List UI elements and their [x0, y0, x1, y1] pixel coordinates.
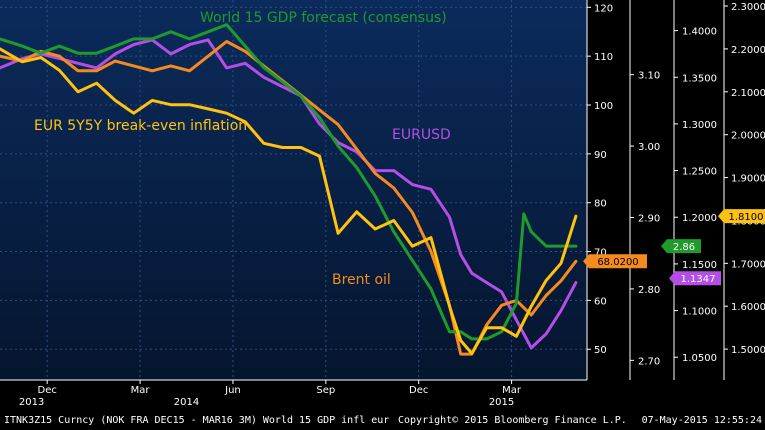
brent-tick-label: 110 — [594, 52, 613, 63]
brent-tick-label: 80 — [594, 199, 607, 210]
gdp-tick-label: 3.10 — [638, 71, 660, 82]
annotation-breakeven: EUR 5Y5Y break-even inflation — [34, 118, 247, 134]
badge-value-eurusd: 1.1347 — [681, 274, 716, 285]
badge-gdp: 2.86 — [661, 239, 701, 254]
breakeven-tick-label: 2.1000 — [731, 88, 765, 99]
gdp-tick-label: 3.00 — [638, 142, 660, 153]
gdp-tick-label: 2.90 — [638, 214, 660, 225]
badge-value-breakeven: 1.8100 — [729, 212, 764, 223]
eurusd-tick-label: 1.3000 — [682, 120, 717, 131]
badge-value-gdp: 2.86 — [673, 242, 695, 253]
badge-brent: 68.0200 — [583, 254, 647, 269]
x-year-label: 2015 — [489, 397, 514, 408]
last-value-badges: 1.1347 68.0200 2.86 1.8100 — [583, 209, 765, 286]
x-tick-label: Dec — [38, 385, 57, 396]
gridlines — [0, 0, 587, 380]
series-line-gdp — [0, 23, 578, 341]
axes: Dec Mar Jun Sep Dec Mar 2013 2014 2015 50 60 70 80 90… — [0, 0, 765, 408]
gdp-tick-label: 2.80 — [638, 285, 660, 296]
x-tick-label: Mar — [131, 385, 151, 396]
eurusd-tick-label: 1.4000 — [682, 27, 717, 38]
eurusd-tick-label: 1.2000 — [682, 213, 717, 224]
annotation-gdp: World 15 GDP forecast (consensus) — [200, 10, 447, 26]
badge-value-brent: 68.0200 — [597, 257, 638, 268]
plot-background — [0, 0, 587, 380]
breakeven-tick-label: 2.2000 — [731, 45, 765, 56]
x-tick-label: Mar — [502, 385, 522, 396]
footer-background — [0, 408, 765, 430]
footer-source: ITNK3Z15 Curncy (NOK FRA DEC15 - MAR16 3… — [4, 415, 389, 426]
x-tick-label: Jun — [224, 385, 241, 396]
eurusd-tick-label: 1.0500 — [682, 353, 717, 364]
badge-shape-brent — [583, 254, 647, 269]
footer-timestamp: 07-May-2015 12:55:24 — [642, 415, 762, 426]
annotation-brent: Brent oil — [332, 272, 391, 288]
badge-shape-eurusd — [669, 271, 721, 286]
badge-shape-breakeven — [718, 209, 765, 224]
brent-tick-label: 100 — [594, 101, 613, 112]
footer-copyright: Copyright© 2015 Bloomberg Finance L.P. — [398, 415, 627, 426]
breakeven-tick-label: 1.6000 — [731, 302, 765, 313]
badge-shape-gdp — [661, 239, 701, 254]
breakeven-tick-label: 2.3000 — [731, 2, 765, 13]
eurusd-tick-label: 1.1000 — [682, 307, 717, 318]
brent-tick-label: 70 — [594, 248, 607, 259]
axis-panel-background — [587, 0, 765, 380]
x-tick-label: Sep — [316, 385, 335, 396]
series-lines — [0, 23, 578, 356]
series-line-brent — [0, 40, 578, 356]
brent-tick-label: 90 — [594, 150, 607, 161]
brent-tick-label: 60 — [594, 296, 607, 307]
breakeven-tick-label: 1.9000 — [731, 174, 765, 185]
x-year-label: 2013 — [19, 397, 44, 408]
breakeven-tick-label: 2.0000 — [731, 131, 765, 142]
series-annotations: EURUSD Brent oil World 15 GDP forecast (co… — [34, 10, 451, 288]
series-line-eurusd — [0, 38, 578, 350]
badge-breakeven: 1.8100 — [718, 209, 765, 224]
eurusd-tick-label: 1.3500 — [682, 73, 717, 84]
gdp-tick-label: 2.70 — [638, 356, 660, 367]
x-year-label: 2014 — [174, 397, 199, 408]
x-tick-label: Dec — [409, 385, 428, 396]
brent-tick-label: 120 — [594, 3, 613, 14]
eurusd-tick-label: 1.1500 — [682, 260, 717, 271]
brent-tick-label: 50 — [594, 345, 607, 356]
series-line-breakeven — [0, 47, 578, 355]
eurusd-tick-label: 1.2500 — [682, 167, 717, 178]
badge-eurusd: 1.1347 — [669, 271, 721, 286]
breakeven-tick-label: 1.5000 — [731, 345, 765, 356]
breakeven-tick-label: 1.7000 — [731, 259, 765, 270]
annotation-eurusd: EURUSD — [392, 127, 451, 143]
